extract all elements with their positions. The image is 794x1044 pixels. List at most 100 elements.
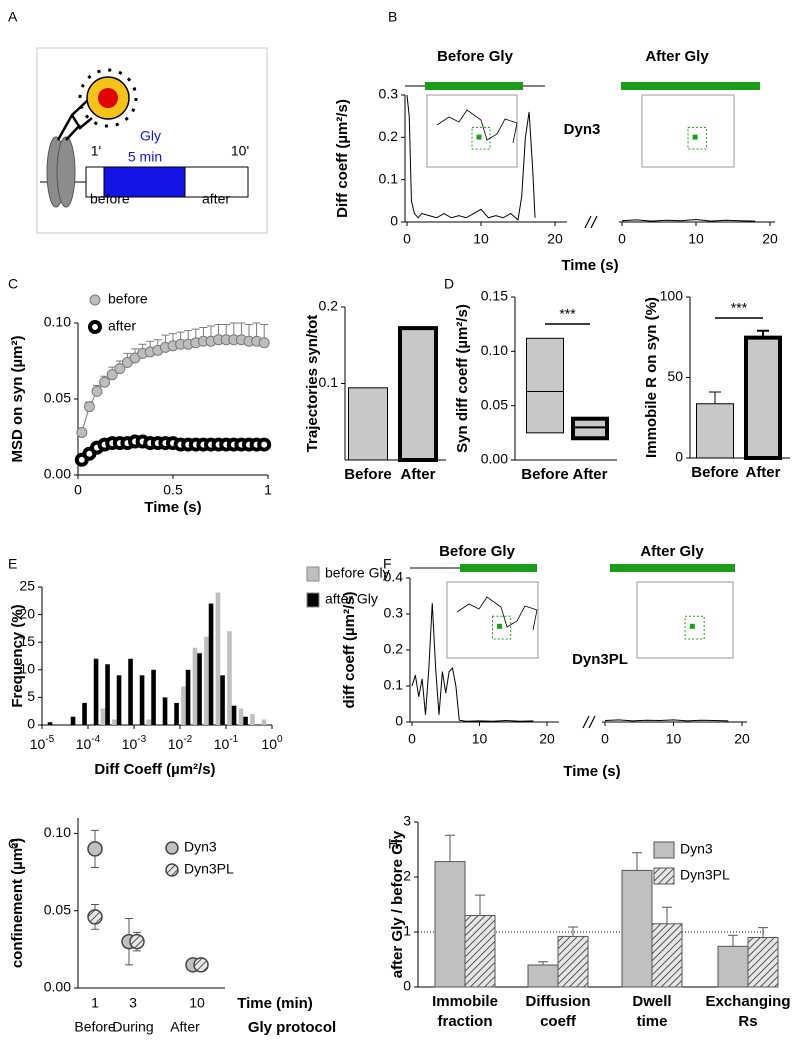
y-tick-label: 25 <box>19 578 35 594</box>
bar <box>181 686 186 725</box>
gly-application <box>103 166 186 198</box>
y-tick-label: 0.3 <box>384 605 404 621</box>
x-tick-label: 10 <box>666 731 682 747</box>
bar <box>464 915 496 988</box>
legend-marker <box>165 863 179 877</box>
panel-a: A Gly 5 min 1' 10' before after <box>8 9 268 234</box>
y-tick-label: 0.2 <box>384 641 404 657</box>
panel-letter: E <box>8 556 17 572</box>
x-tick-label: fraction <box>437 1013 492 1030</box>
y-tick-label: 0.05 <box>44 901 71 917</box>
bar <box>250 713 255 725</box>
tick-exponent: -1 <box>229 734 238 745</box>
marker <box>91 385 103 397</box>
marker <box>87 841 103 857</box>
y-tick-label: 15 <box>19 633 35 649</box>
x-tick-label: 10-4 <box>76 734 101 752</box>
error-bar <box>757 329 769 336</box>
x-tick-label: 0.5 <box>163 482 183 498</box>
tick-base: 10 <box>122 736 138 752</box>
bar <box>231 705 237 725</box>
x-tick-label: 10-5 <box>30 734 55 752</box>
y-tick-label: 0.00 <box>481 451 508 467</box>
duration-label: 5 min <box>128 149 162 165</box>
y-tick-label: 0.10 <box>481 342 508 358</box>
bar <box>47 722 53 725</box>
panel-letter: G <box>8 836 19 852</box>
x-tick-label: Before <box>521 466 569 483</box>
x-tick-label: 1 <box>91 995 99 1011</box>
trace <box>604 719 729 722</box>
condition-bar <box>460 564 537 572</box>
y-axis-label: diff coeff (µm²/s) <box>341 592 358 709</box>
y-tick-label: 0.1 <box>379 170 399 186</box>
error-bar <box>728 934 738 947</box>
y-axis-label: confinement (µm²) <box>9 838 26 968</box>
x-axis-label-2: Gly protocol <box>248 1019 336 1036</box>
legend-marker <box>165 841 179 855</box>
legend-label: Dyn3 <box>184 839 217 855</box>
y-tick-label: 0 <box>395 713 403 729</box>
x-tick-label: Before <box>344 466 392 483</box>
bar <box>174 702 179 725</box>
y-axis-label: Diff coeff (µm²/s) <box>334 99 351 218</box>
tick-exponent: -2 <box>183 734 192 745</box>
bar <box>744 335 782 461</box>
bar <box>197 653 202 725</box>
tick-exponent: -3 <box>137 734 146 745</box>
trace <box>621 218 756 222</box>
tick-base: 10 <box>30 736 46 752</box>
legend-swatch <box>653 867 675 885</box>
marker <box>193 957 209 973</box>
y-tick-label: 0.00 <box>44 979 71 995</box>
y-tick-label: 0.1 <box>319 374 339 390</box>
error-bar <box>758 927 768 938</box>
bar <box>128 658 133 725</box>
y-tick-label: 0.05 <box>44 390 71 406</box>
x-tick-label: 10-2 <box>168 734 193 752</box>
segment-title: Before Gly <box>439 543 516 560</box>
y-tick-label: 1 <box>403 923 411 939</box>
panel-letter: H <box>388 836 398 852</box>
error-bar <box>662 906 672 924</box>
axis-break <box>582 715 596 729</box>
y-tick-label: 0.00 <box>44 466 71 482</box>
trajectory-sketch <box>456 596 538 631</box>
legend-swatch <box>306 566 320 582</box>
x-tick-label: 10 <box>473 231 489 247</box>
x-tick-label: 10-3 <box>122 734 147 752</box>
tick-base: 10 <box>76 736 92 752</box>
legend-marker <box>89 294 101 306</box>
significance: *** <box>559 306 576 322</box>
error-bar <box>568 926 578 937</box>
condition-bar <box>621 82 760 90</box>
trace <box>411 603 534 722</box>
trace <box>406 94 536 221</box>
annotation: Dyn3 <box>564 121 601 138</box>
error-bar <box>538 961 548 965</box>
tick-exponent: -5 <box>45 734 54 745</box>
bar <box>146 719 152 725</box>
y-tick-label: 0.10 <box>44 314 71 330</box>
bar <box>204 636 209 725</box>
bar <box>621 869 653 988</box>
trajectory-sketch <box>436 109 518 144</box>
bar <box>139 675 145 725</box>
y-tick-label: 0 <box>675 449 683 465</box>
panel-letter: D <box>444 276 454 292</box>
marker <box>257 437 272 452</box>
panel-letter: F <box>383 556 392 572</box>
y-tick-label: 0.2 <box>379 128 399 144</box>
x-tick-label: Immobile <box>432 993 498 1010</box>
y-axis-label: Trajectories syn/tot <box>304 315 321 453</box>
y-tick-label: 0.2 <box>319 298 339 314</box>
bar <box>227 631 232 725</box>
bar <box>208 603 214 725</box>
y-axis-label: Immobile R on syn (%) <box>643 297 660 458</box>
x-tick-label: After <box>745 464 780 481</box>
bar <box>93 658 99 725</box>
marker <box>87 909 103 925</box>
marker <box>114 363 126 375</box>
y-tick-label: 0.10 <box>44 824 71 840</box>
